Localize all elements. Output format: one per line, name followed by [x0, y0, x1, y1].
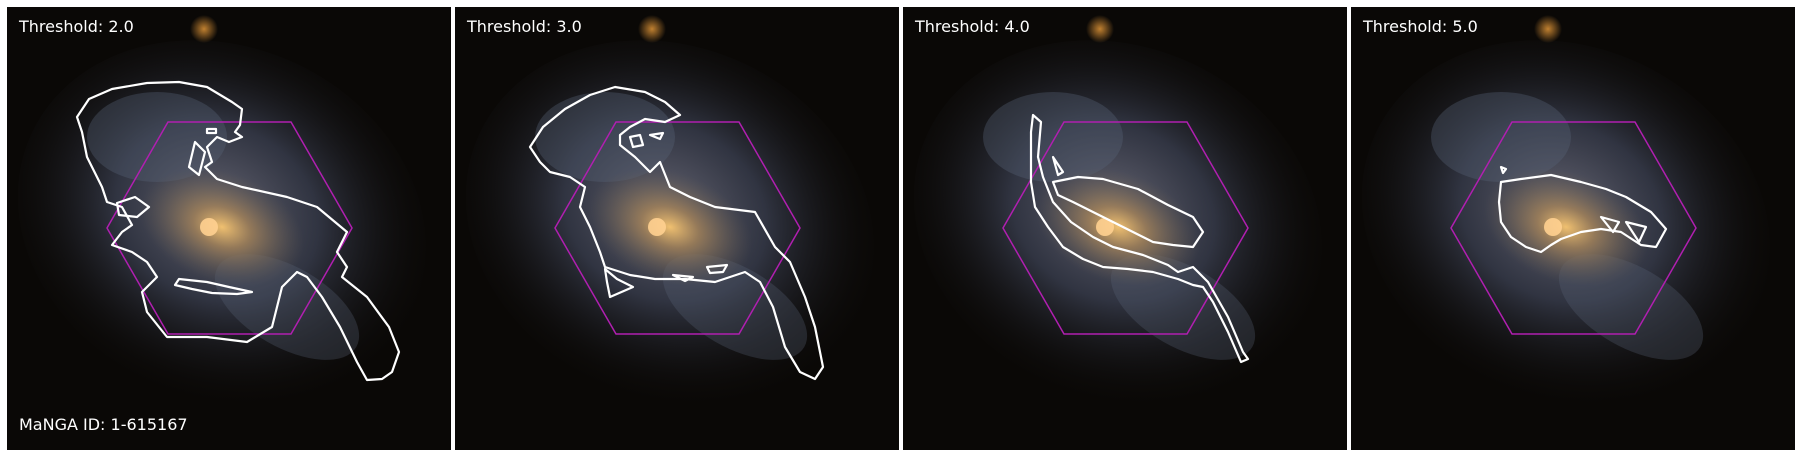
- threshold-label: Threshold: 2.0: [19, 17, 134, 36]
- panel-threshold-5: Threshold: 5.0: [1351, 7, 1795, 450]
- ifu-hexagon: [1002, 121, 1249, 335]
- threshold-label: Threshold: 4.0: [915, 17, 1030, 36]
- galaxy-image: [1351, 7, 1795, 450]
- contour-lines: [528, 85, 825, 381]
- panel-threshold-3: Threshold: 3.0: [455, 7, 899, 450]
- galaxy-image: [7, 7, 451, 450]
- panel-threshold-2: Threshold: 2.0 MaNGA ID: 1-615167: [7, 7, 451, 450]
- manga-id-label: MaNGA ID: 1-615167: [19, 415, 188, 434]
- ifu-hexagon: [106, 121, 353, 335]
- contour-lines: [1029, 113, 1250, 364]
- galaxy-image: [903, 7, 1347, 450]
- contour-lines: [75, 80, 401, 382]
- contour-lines: [1497, 165, 1668, 254]
- threshold-label: Threshold: 3.0: [467, 17, 582, 36]
- ifu-hexagon: [1450, 121, 1697, 335]
- threshold-label: Threshold: 5.0: [1363, 17, 1478, 36]
- panel-threshold-4: Threshold: 4.0: [903, 7, 1347, 450]
- ifu-hexagon: [554, 121, 801, 335]
- galaxy-image: [455, 7, 899, 450]
